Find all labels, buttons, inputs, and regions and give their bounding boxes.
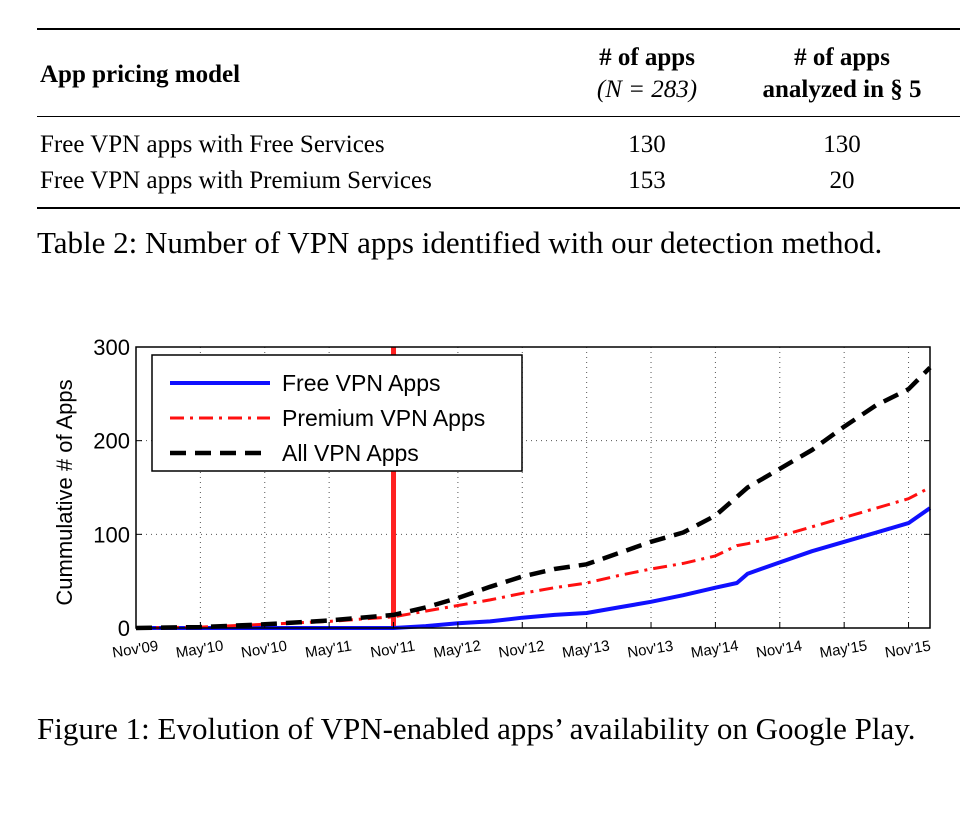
legend-label: Premium VPN Apps — [282, 405, 485, 431]
table-top-rule — [37, 28, 960, 30]
vpn-evolution-chart: 0 100 200 300 Nov'09 May'10 Nov'10 May'11 Nov'1… — [30, 325, 940, 675]
y-axis-label: Cummulative # of Apps — [52, 379, 77, 605]
legend-label: Free VPN Apps — [282, 370, 441, 396]
chart-svg: 0 100 200 300 Nov'09 May'10 Nov'10 May'11 Nov'1… — [52, 335, 932, 662]
series-line-0 — [136, 506, 932, 630]
x-tick-label: May'15 — [818, 637, 868, 661]
y-tick-label: 0 — [118, 616, 130, 641]
header-pricing-model: App pricing model — [40, 61, 241, 88]
row-2-apps: 153 — [628, 167, 666, 194]
x-tick-label: Nov'15 — [884, 638, 932, 662]
table-caption: Table 2: Number of VPN apps identified w… — [37, 225, 883, 260]
y-tick-label: 300 — [93, 335, 130, 360]
table-header-rule — [37, 116, 960, 117]
x-tick-label: Nov'10 — [240, 638, 288, 662]
x-tick-label: May'11 — [304, 638, 353, 662]
header-num-analyzed-section: analyzed in § 5 — [762, 76, 922, 103]
series-line-2 — [135, 366, 932, 631]
x-tick-label: May'14 — [690, 637, 740, 661]
header-num-apps-n: (N = 283) — [596, 76, 698, 103]
row-1-model: Free VPN apps with Free Services — [40, 131, 385, 158]
x-tick-label: May'13 — [561, 637, 611, 661]
x-tick-label: Nov'13 — [626, 638, 674, 662]
legend-label: All VPN Apps — [282, 440, 419, 466]
chart-legend: Free VPN Apps Premium VPN Apps All VPN App… — [151, 354, 523, 472]
row-2-model: Free VPN apps with Premium Services — [40, 167, 432, 194]
legend-box — [151, 354, 523, 472]
y-ticks: 0 100 200 300 — [93, 335, 930, 641]
y-tick-label: 200 — [93, 429, 130, 454]
row-1-analyzed: 130 — [823, 131, 861, 158]
table-bottom-rule — [37, 207, 960, 209]
y-tick-label: 100 — [93, 522, 130, 547]
header-num-apps: # of apps — [599, 44, 695, 71]
x-tick-label: May'10 — [175, 637, 225, 661]
row-1-apps: 130 — [628, 131, 666, 158]
row-2-analyzed: 20 — [829, 167, 855, 194]
figure-caption: Figure 1: Evolution of VPN-enabled apps’… — [37, 711, 916, 746]
x-tick-label: Nov'14 — [755, 638, 803, 662]
plot-frame — [135, 346, 931, 629]
x-tick-label: Nov'11 — [369, 638, 416, 662]
series-line-1 — [135, 486, 931, 630]
header-num-analyzed: # of apps — [794, 44, 890, 71]
x-tick-label: May'12 — [432, 637, 482, 661]
x-tick-label: Nov'12 — [497, 638, 545, 662]
x-tick-label: Nov'09 — [111, 638, 159, 662]
